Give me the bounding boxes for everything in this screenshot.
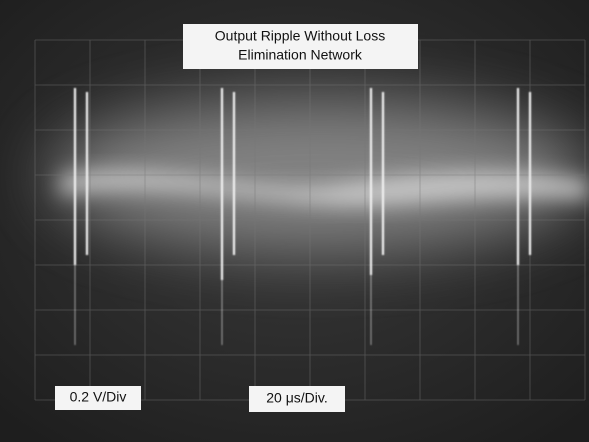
spikes [73,88,532,345]
label-box [249,386,345,412]
horizontal-scale-label: 20 μs/Div. [266,390,328,406]
title-box [183,24,418,69]
title-line: Elimination Network [238,47,363,63]
title-line: Output Ripple Without Loss [215,28,385,44]
label-box [55,386,141,410]
vertical-scale-label: 0.2 V/Div [70,389,127,405]
